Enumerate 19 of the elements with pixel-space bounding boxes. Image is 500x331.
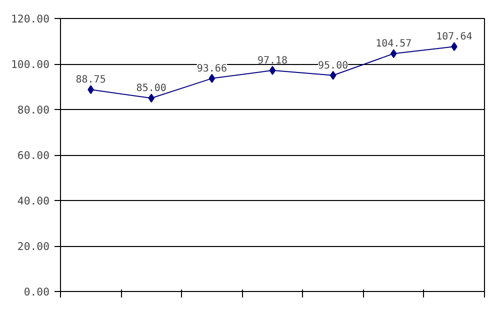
y-tick-label: 20.00 xyxy=(17,240,50,253)
point xyxy=(269,66,276,75)
text: 88.75 xyxy=(76,74,106,86)
text: 93.66 xyxy=(196,63,227,74)
y-tick-label: 80.00 xyxy=(17,104,50,116)
text: 104.57 xyxy=(376,38,412,50)
text: 97.18 xyxy=(257,55,288,66)
y-tick-label: 40.00 xyxy=(17,194,50,208)
point xyxy=(208,74,216,83)
point xyxy=(390,49,397,58)
y-tick-label: 0.00 xyxy=(24,286,50,298)
y-tick-label: 60.00 xyxy=(17,149,50,162)
point xyxy=(330,70,336,80)
text: 107.64 xyxy=(436,32,472,43)
y-tick-label: 120.00 xyxy=(11,12,50,26)
y-tick-label: 100.00 xyxy=(11,58,50,71)
text: 85.00 xyxy=(136,83,166,94)
point xyxy=(148,94,155,103)
text: 95.00 xyxy=(318,60,348,72)
